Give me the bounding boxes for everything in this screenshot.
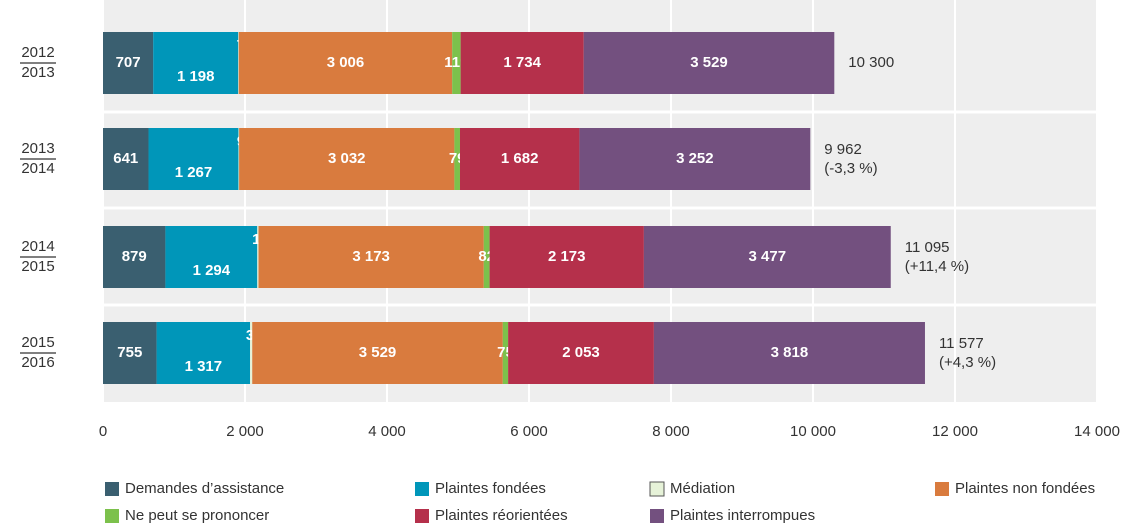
value-label: 2 053: [562, 344, 600, 361]
change-label: (-3,3 %): [824, 160, 877, 177]
category-label: 2016: [21, 354, 54, 371]
change-label: (+11,4 %): [905, 258, 969, 275]
bar-segment: [483, 226, 490, 288]
legend-swatch: [935, 482, 949, 496]
value-label: 707: [116, 54, 141, 71]
value-label: 3 173: [352, 248, 390, 265]
legend-label: Plaintes interrompues: [670, 507, 815, 524]
change-label: (+4,3 %): [939, 354, 996, 371]
value-label: 3 818: [771, 344, 809, 361]
x-tick-label: 10 000: [790, 423, 836, 440]
total-label: 11 095: [905, 239, 950, 256]
x-tick-label: 14 000: [1074, 423, 1120, 440]
bar-segment: [459, 128, 580, 190]
value-label: 2 173: [548, 248, 586, 265]
value-label: 3 252: [676, 150, 714, 167]
bar-segment: [238, 32, 453, 94]
bar-segment: [579, 128, 811, 190]
legend-label: Plaintes non fondées: [955, 480, 1095, 497]
legend-label: Plaintes fondées: [435, 480, 546, 497]
bar-segment: [258, 226, 484, 288]
value-label: 3 529: [359, 344, 397, 361]
value-label: 3 032: [328, 150, 366, 167]
legend-label: Demandes d’assistance: [125, 480, 284, 497]
legend-swatch: [650, 509, 664, 523]
legend-swatch: [415, 509, 429, 523]
bar-segment: [583, 32, 835, 94]
category-label: 2012: [21, 44, 54, 61]
bar-segment: [156, 322, 251, 384]
value-label: 1 198: [177, 68, 215, 85]
value-label: 755: [117, 344, 142, 361]
legend-label: Plaintes réorientées: [435, 507, 568, 524]
category-label: 2015: [21, 334, 54, 351]
bar-segment: [103, 226, 166, 288]
category-label: 2013: [21, 64, 54, 81]
value-label: 1 682: [501, 150, 539, 167]
bar-segment: [165, 226, 258, 288]
value-label: 3 529: [690, 54, 728, 71]
bar-segment: [653, 322, 925, 384]
bar-segment: [103, 128, 149, 190]
category-label: 2015: [21, 258, 54, 275]
bar-segment: [643, 226, 891, 288]
value-label: 1 267: [175, 164, 213, 181]
category-label: 2013: [21, 140, 54, 157]
value-label: 879: [122, 248, 147, 265]
legend-label: Ne peut se prononcer: [125, 507, 269, 524]
value-label: 641: [113, 150, 138, 167]
value-label: 1 734: [503, 54, 541, 71]
x-tick-label: 8 000: [652, 423, 690, 440]
value-label: 3 477: [749, 248, 787, 265]
bar-segment: [257, 226, 259, 288]
total-label: 9 962: [824, 141, 862, 158]
bar-segment: [489, 226, 644, 288]
bar-segment: [502, 322, 509, 384]
x-tick-label: 12 000: [932, 423, 978, 440]
category-label: 2014: [21, 160, 54, 177]
value-label: 1 294: [193, 262, 231, 279]
x-tick-label: 4 000: [368, 423, 406, 440]
bar-segment: [238, 128, 240, 190]
x-tick-label: 2 000: [226, 423, 264, 440]
x-tick-label: 6 000: [510, 423, 548, 440]
value-label: 1 317: [185, 358, 223, 375]
legend-swatch: [105, 482, 119, 496]
bar-segment: [250, 322, 253, 384]
bar-segment: [452, 32, 461, 94]
bar-segment: [103, 322, 157, 384]
bar-segment: [460, 32, 584, 94]
bar-segment: [103, 32, 154, 94]
total-label: 11 577: [939, 335, 984, 352]
value-label: 3 006: [327, 54, 365, 71]
x-tick-label: 0: [99, 423, 107, 440]
legend-swatch: [649, 481, 665, 497]
bar-segment: [252, 322, 503, 384]
bar-segment: [153, 32, 239, 94]
bar-segment: [148, 128, 239, 190]
total-label: 10 300: [848, 54, 894, 71]
legend-label: Médiation: [670, 480, 735, 497]
bar-segment: [454, 128, 460, 190]
category-label: 2014: [21, 238, 54, 255]
legend-swatch: [105, 509, 119, 523]
bar-segment: [239, 128, 455, 190]
legend-swatch: [415, 482, 429, 496]
bar-segment: [508, 322, 654, 384]
